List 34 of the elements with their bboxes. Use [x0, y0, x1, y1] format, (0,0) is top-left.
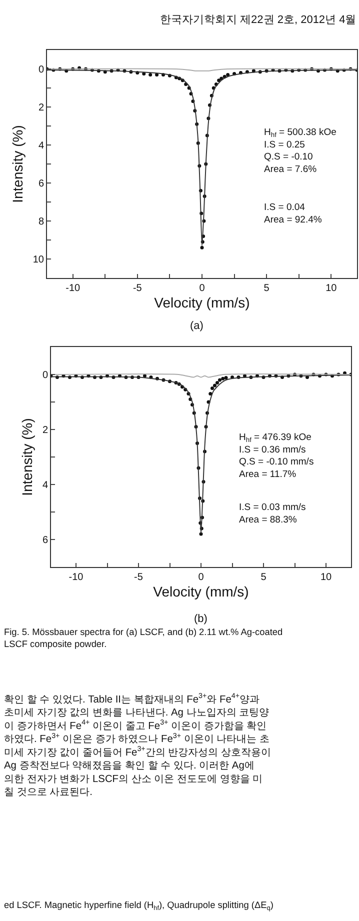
text: 한국자기학회지 제22권 2호, 2012년 4월 [160, 14, 356, 26]
y-axis-title: Intensity (%) [9, 125, 26, 203]
text: (a) [190, 320, 204, 332]
text: ed LSCF. Magnetic hyperfine field (H$_{hf}$), Quadrupole splitting (ΔE$_{q}$) [4, 900, 274, 912]
x-tick-label: -10 [68, 572, 84, 583]
y-tick-label: 0 [38, 64, 44, 76]
x-tick-label: 5 [264, 283, 270, 294]
text: (b) [194, 613, 208, 625]
x-axis-title: Velocity (mm/s) [154, 294, 250, 310]
x-tick-label: 0 [199, 283, 206, 294]
y-tick-label: 2 [42, 425, 48, 436]
y-tick-label: 0 [42, 370, 48, 381]
annotation: H$_{hf}$ = 476.39 kOe I.S = 0.36 mm/s Q.S = -0.10 mm/s Area = 11.7% [239, 432, 314, 480]
annotation: H$_{hf}$ = 500.38 kOe I.S = 0.25 Q.S = -0.10 Area = 7.6% [264, 127, 336, 176]
y-axis-title: Intensity (%) [19, 418, 36, 496]
x-tick-label: 10 [326, 283, 338, 294]
y-tick-label: 2 [38, 102, 44, 114]
x-tick-label: 10 [320, 572, 332, 583]
y-tick-label: 4 [38, 140, 44, 152]
text: 확인 할 수 있었다. Table II는 복합재내의 Fe$^{3+}$와 Fe$^{4+}$양과 초미세 자기장 값의 변화를 나타낸다. Ag 나노입자의 코팅양 이 증가하면서 Fe$^{4+}$ 이온이 줄고 Fe$^{3+}$ 이온이 증가함을 확인 하였다. Fe$^{3+}$ 이온은 증가 하였으나 Fe$^{3+}$ 이온이 나타내는 초 미세 자기장 값이 줄어들어 Fe$^{3+}$간의 반강자성의 상호작용이 Ag 증착전보다 약해졌음을 확인 할 수 있다. 이러한 Ag에 의한 전자가 변화가 LSCF의 산소 이온 전도도에 영향을 미 칠 것으로 사료된다. [4, 692, 272, 798]
y-tick-label: 6 [38, 178, 44, 190]
x-tick-label: 0 [198, 572, 204, 583]
y-tick-label: 4 [42, 480, 48, 491]
x-axis-title: Velocity (mm/s) [153, 583, 249, 600]
x-tick-label: -5 [134, 572, 144, 583]
annotation: I.S = 0.04 Area = 92.4% [264, 202, 322, 226]
y-tick-label: 6 [42, 535, 48, 546]
x-tick-label: -5 [132, 283, 142, 294]
caption: Fig. 5. Mössbauer spectra for (a) LSCF, and (b) 2.11 wt.% Ag-coated LSCF composite powder. [4, 627, 283, 649]
y-tick-label: 10 [32, 254, 44, 266]
x-tick-label: -10 [66, 283, 80, 294]
annotation: I.S = 0.03 mm/s Area = 88.3% [239, 502, 306, 526]
y-tick-label: 8 [38, 216, 44, 228]
x-tick-label: 5 [260, 572, 267, 583]
